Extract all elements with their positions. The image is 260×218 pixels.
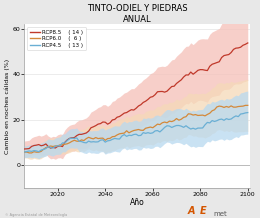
Text: A: A (187, 206, 195, 216)
Text: © Agencia Estatal de Meteorología: © Agencia Estatal de Meteorología (5, 213, 67, 217)
Y-axis label: Cambio en noches cálidas (%): Cambio en noches cálidas (%) (4, 58, 10, 154)
Legend: RCP8.5    ( 14 ), RCP6.0    (  6 ), RCP4.5    ( 13 ): RCP8.5 ( 14 ), RCP6.0 ( 6 ), RCP4.5 ( 13… (27, 27, 86, 50)
X-axis label: Año: Año (130, 198, 145, 207)
Text: met: met (213, 211, 227, 217)
Title: TINTO-ODIEL Y PIEDRAS
ANUAL: TINTO-ODIEL Y PIEDRAS ANUAL (87, 4, 188, 24)
Text: E: E (200, 206, 207, 216)
